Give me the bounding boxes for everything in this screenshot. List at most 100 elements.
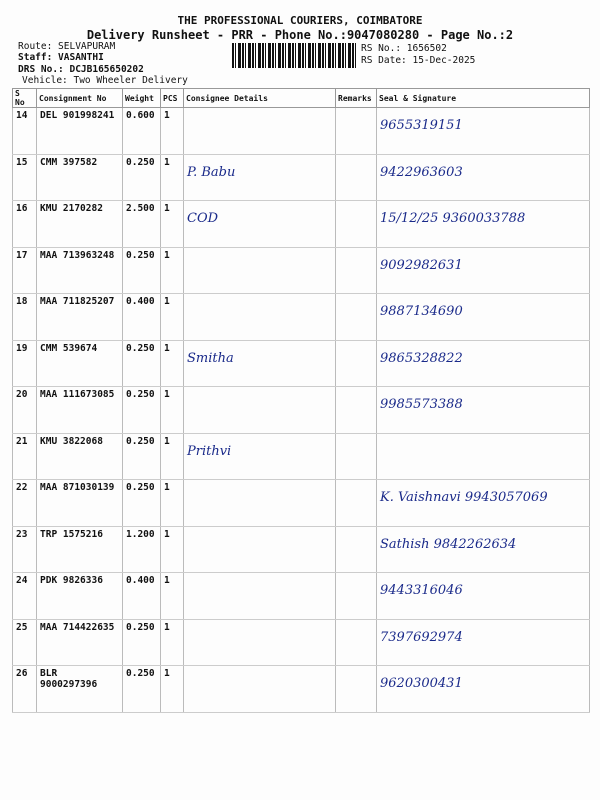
cell-sno: 20 <box>12 386 37 434</box>
company-title: THE PROFESSIONAL COURIERS, COIMBATORE <box>177 14 423 27</box>
cell-seal: K. Vaishnavi 9943057069 <box>376 479 590 527</box>
signature: 9422963603 <box>380 164 463 180</box>
cell-cn: MAA 714422635 <box>36 619 123 666</box>
consignee-handwriting: Smitha <box>187 350 234 366</box>
table-row: 23 TRP 1575216 1.200 1 Sathish 9842262634 <box>12 526 590 573</box>
cell-remarks <box>335 665 377 713</box>
cell-remarks <box>335 526 377 573</box>
cell-seal: 9422963603 <box>376 154 590 201</box>
cell-remarks <box>335 433 377 480</box>
cell-consignee <box>183 526 336 573</box>
table-row: 21 KMU 3822068 0.250 1 Prithvi <box>12 433 590 480</box>
cell-seal: 9985573388 <box>376 386 590 434</box>
cell-cn: DEL 901998241 <box>36 107 123 155</box>
cell-cn: KMU 2170282 <box>36 200 123 248</box>
cell-sno: 18 <box>12 293 37 341</box>
table-row: 16 KMU 2170282 2.500 1 COD 15/12/25 936003378… <box>12 200 590 248</box>
cell-remarks <box>335 293 377 341</box>
cell-pcs: 1 <box>160 665 184 713</box>
cell-wt: 1.200 <box>122 526 161 573</box>
cell-consignee: Prithvi <box>183 433 336 480</box>
cell-seal: 9655319151 <box>376 107 590 155</box>
vehicle: Vehicle: Two Wheeler Delivery <box>22 75 188 86</box>
cell-seal: 9092982631 <box>376 247 590 294</box>
signature: K. Vaishnavi 9943057069 <box>380 490 548 505</box>
column-header: Seal & Signature <box>376 88 590 108</box>
table-row: 20 MAA 111673085 0.250 1 9985573388 <box>12 386 590 434</box>
cell-consignee: COD <box>183 200 336 248</box>
cell-consignee <box>183 107 336 155</box>
cell-remarks <box>335 107 377 155</box>
cell-cn: TRP 1575216 <box>36 526 123 573</box>
table-row: 25 MAA 714422635 0.250 1 7397692974 <box>12 619 590 666</box>
cell-pcs: 1 <box>160 433 184 480</box>
runsheet-table: S No Consignment No Weight PCS Consignee Det… <box>12 88 590 713</box>
cell-wt: 2.500 <box>122 200 161 248</box>
cell-pcs: 1 <box>160 526 184 573</box>
cell-wt: 0.250 <box>122 665 161 713</box>
table-row: 18 MAA 711825207 0.400 1 9887134690 <box>12 293 590 341</box>
cell-cn: MAA 111673085 <box>36 386 123 434</box>
cell-consignee: P. Babu <box>183 154 336 201</box>
table-row: 17 MAA 713963248 0.250 1 9092982631 <box>12 247 590 294</box>
cell-wt: 0.600 <box>122 107 161 155</box>
cell-sno: 15 <box>12 154 37 201</box>
cell-seal: 9887134690 <box>376 293 590 341</box>
cell-remarks <box>335 386 377 434</box>
cell-consignee <box>183 479 336 527</box>
cell-wt: 0.250 <box>122 154 161 201</box>
cell-pcs: 1 <box>160 247 184 294</box>
table-row: 24 PDK 9826336 0.400 1 9443316046 <box>12 572 590 620</box>
cell-sno: 23 <box>12 526 37 573</box>
table-row: 14 DEL 901998241 0.600 1 9655319151 <box>12 107 590 155</box>
route: Route: SELVAPURAM <box>18 41 116 52</box>
signature: 7397692974 <box>380 629 463 645</box>
cell-seal <box>376 433 590 480</box>
cell-wt: 0.250 <box>122 479 161 527</box>
cell-sno: 17 <box>12 247 37 294</box>
cell-wt: 0.250 <box>122 619 161 666</box>
cell-consignee <box>183 619 336 666</box>
column-header: PCS <box>160 88 184 108</box>
cell-pcs: 1 <box>160 340 184 387</box>
signature: 9865328822 <box>380 350 463 366</box>
rs-date: RS Date: 15-Dec-2025 <box>361 55 476 66</box>
cell-sno: 25 <box>12 619 37 666</box>
cell-pcs: 1 <box>160 572 184 620</box>
cell-seal: 9443316046 <box>376 572 590 620</box>
signature: 9655319151 <box>380 118 463 133</box>
cell-sno: 19 <box>12 340 37 387</box>
cell-wt: 0.400 <box>122 572 161 620</box>
consignee-handwriting: P. Babu <box>187 164 236 180</box>
cell-sno: 26 <box>12 665 37 713</box>
cell-consignee <box>183 665 336 713</box>
cell-consignee <box>183 247 336 294</box>
table-row: 19 CMM 539674 0.250 1 Smitha 9865328822 <box>12 340 590 387</box>
cell-wt: 0.250 <box>122 247 161 294</box>
column-header: Consignment No <box>36 88 123 108</box>
signature: 15/12/25 9360033788 <box>380 211 526 226</box>
column-header: Weight <box>122 88 161 108</box>
cell-remarks <box>335 340 377 387</box>
cell-wt: 0.250 <box>122 340 161 387</box>
cell-seal: 9620300431 <box>376 665 590 713</box>
cell-sno: 22 <box>12 479 37 527</box>
column-header: Remarks <box>335 88 377 108</box>
cell-pcs: 1 <box>160 386 184 434</box>
cell-cn: BLR 9000297396 <box>36 665 123 713</box>
cell-seal: 9865328822 <box>376 340 590 387</box>
signature: 9887134690 <box>380 304 463 319</box>
signature: 9620300431 <box>380 676 463 691</box>
cell-seal: 15/12/25 9360033788 <box>376 200 590 248</box>
consignee-handwriting: Prithvi <box>187 443 232 459</box>
cell-consignee <box>183 293 336 341</box>
cell-seal: 7397692974 <box>376 619 590 666</box>
cell-pcs: 1 <box>160 200 184 248</box>
table-row: 15 CMM 397582 0.250 1 P. Babu 9422963603 <box>12 154 590 201</box>
signature: 9443316046 <box>380 583 463 598</box>
barcode <box>232 43 358 68</box>
cell-cn: MAA 871030139 <box>36 479 123 527</box>
cell-pcs: 1 <box>160 154 184 201</box>
table-row: 26 BLR 9000297396 0.250 1 9620300431 <box>12 665 590 713</box>
